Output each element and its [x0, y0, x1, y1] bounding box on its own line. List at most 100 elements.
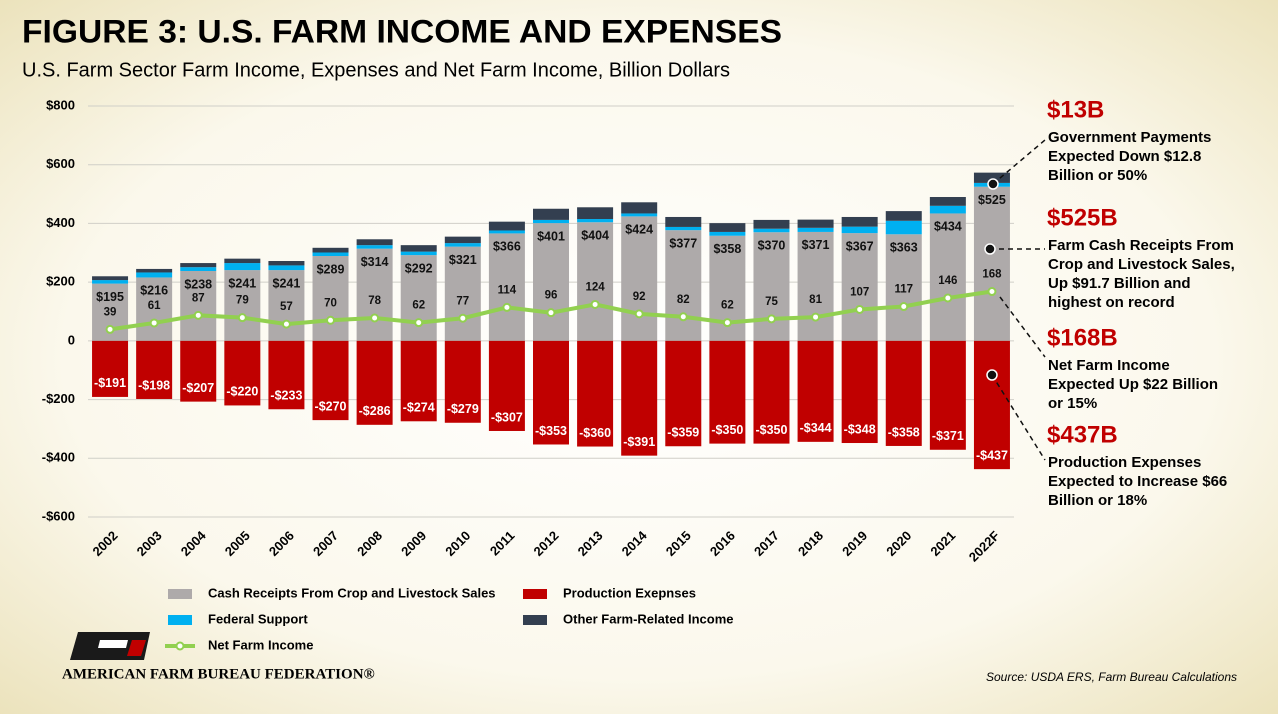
value-label: 70: [324, 297, 337, 309]
bar-segment: [92, 280, 129, 284]
value-label: 79: [236, 295, 249, 307]
bar-segment: [665, 216, 702, 227]
legend-label: Federal Support: [208, 611, 308, 626]
value-label: -$191: [94, 376, 126, 390]
bar-segment: [312, 252, 349, 257]
value-label: -$279: [447, 402, 479, 416]
value-label: 87: [192, 292, 205, 304]
organization: AMERICAN FARM BUREAU FEDERATION®: [62, 666, 375, 682]
bar-segment: [224, 340, 261, 406]
y-tick-label: -$600: [42, 508, 75, 523]
bar-segment: [268, 340, 305, 410]
bar-segment: [621, 213, 658, 217]
logo: [70, 632, 150, 660]
chart-subtitle: U.S. Farm Sector Farm Income, Expenses a…: [22, 59, 730, 81]
value-label: -$437: [976, 448, 1008, 462]
annotation-text: Billion or 18%: [1048, 492, 1147, 509]
value-label: 78: [368, 295, 381, 307]
bar-segment: [841, 340, 878, 444]
bar-segment: [753, 228, 790, 233]
bar-segment: [797, 227, 834, 232]
value-label: -$307: [491, 410, 523, 424]
bar-segment: [400, 340, 437, 422]
value-label: 96: [545, 290, 558, 302]
value-label: -$350: [755, 423, 787, 437]
value-label: -$348: [844, 422, 876, 436]
bar-segment: [444, 246, 481, 341]
value-label: -$233: [270, 389, 302, 403]
bar-segment: [533, 208, 569, 220]
bar-segment: [356, 239, 393, 246]
annotation-text: Expected to Increase $66: [1048, 473, 1227, 490]
value-label: -$350: [711, 423, 743, 437]
value-label: 39: [104, 306, 117, 318]
value-label: $321: [449, 253, 477, 267]
value-label: $292: [405, 261, 433, 275]
bar-segment: [356, 245, 393, 249]
bar-segment: [180, 267, 217, 271]
annotation-text: Expected Up $22 Billion: [1048, 376, 1218, 393]
value-label: $404: [581, 229, 609, 243]
bar-segment: [885, 220, 922, 235]
bar-segment: [312, 340, 349, 421]
value-label: 77: [456, 295, 469, 307]
annotation-connector: [992, 139, 1046, 185]
bar-segment: [268, 265, 305, 271]
value-label: -$360: [579, 426, 611, 440]
bar-segment: [753, 219, 790, 229]
bar-segment: [533, 223, 569, 341]
value-label: $370: [758, 239, 786, 253]
line-point: [634, 309, 644, 319]
bar-segment: [929, 340, 966, 450]
bar-segment: [268, 261, 305, 266]
bar-segment: [665, 340, 702, 447]
bar-segment: [929, 197, 966, 206]
y-tick-label: 0: [68, 332, 75, 347]
bar-segment: [312, 256, 349, 341]
bar-segment: [577, 219, 614, 223]
value-label: $401: [537, 229, 565, 243]
bar-segment: [533, 219, 569, 224]
annotation-dot: [984, 243, 996, 255]
line-point: [370, 313, 380, 323]
value-label: 61: [148, 300, 161, 312]
value-label: -$220: [226, 385, 258, 399]
line-point: [326, 315, 336, 325]
bar-segment: [224, 263, 261, 271]
bar-segment: [577, 222, 614, 341]
value-label: $525: [978, 193, 1006, 207]
bar-segment: [180, 340, 217, 402]
bar-segment: [180, 263, 217, 268]
line-point: [899, 302, 909, 312]
y-tick-label: -$400: [42, 450, 75, 465]
value-label: -$353: [535, 424, 567, 438]
line-point: [237, 313, 247, 323]
bar-segment: [444, 340, 481, 423]
annotation-text: highest on record: [1048, 294, 1175, 311]
y-tick-label: $600: [46, 156, 75, 171]
bar-segment: [621, 216, 658, 341]
line-point: [546, 308, 556, 318]
value-label: 92: [633, 291, 646, 303]
y-tick-label: $800: [46, 97, 75, 112]
value-label: $289: [317, 262, 345, 276]
value-label: -$359: [667, 426, 699, 440]
annotation-text: Crop and Livestock Sales,: [1048, 256, 1235, 273]
line-point: [281, 319, 291, 329]
bar-segment: [136, 340, 173, 399]
value-label: 117: [894, 284, 913, 296]
chart-title: FIGURE 3: U.S. FARM INCOME AND EXPENSES: [22, 13, 782, 49]
value-label: 114: [498, 284, 517, 296]
annotation-text: Up $91.7 Billion and: [1048, 275, 1191, 292]
bar-segment: [136, 272, 173, 278]
value-label: 107: [850, 286, 869, 298]
value-label: -$358: [888, 425, 920, 439]
annotation-text: Farm Cash Receipts From: [1048, 237, 1234, 254]
bar-segment: [577, 207, 614, 220]
value-label: $358: [713, 242, 741, 256]
value-label: $424: [625, 223, 653, 237]
line-point: [458, 313, 468, 323]
value-label: 62: [412, 300, 425, 312]
bar-segment: [400, 251, 437, 256]
annotation-text: or 15%: [1048, 395, 1097, 412]
